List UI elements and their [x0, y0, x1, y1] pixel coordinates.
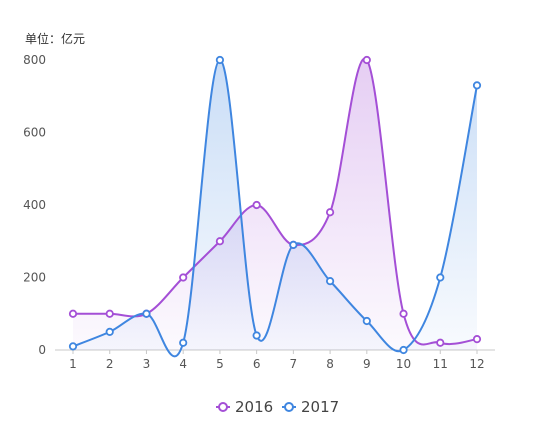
legend-item-2017[interactable]: 2017 [282, 398, 339, 416]
series-2016-point-8[interactable] [325, 208, 335, 217]
legend-circle-marker [218, 402, 228, 412]
series-2016-area [73, 58, 477, 350]
y-axis-unit-label: 单位：亿元 [25, 31, 85, 46]
y-axis-ticks: 0 200 400 600 800 [23, 53, 46, 357]
series-2017-area [73, 59, 477, 357]
x-tick-label: 2 [106, 357, 114, 371]
series-2017-point-4[interactable] [179, 338, 188, 347]
x-tick-label: 11 [433, 357, 448, 371]
series-2016-point-11[interactable] [436, 338, 445, 347]
series-2016-point-5[interactable] [215, 237, 225, 246]
series-2017-point-10[interactable] [399, 345, 408, 355]
legend[interactable]: 2016 2017 [216, 398, 339, 416]
series-2017-point-12[interactable] [472, 81, 482, 90]
y-tick-label: 0 [38, 343, 46, 357]
series-2017-point-6[interactable] [252, 331, 261, 340]
x-tick-label: 10 [396, 357, 411, 371]
y-tick-label: 200 [23, 271, 46, 285]
series-2016-point-6[interactable] [252, 200, 261, 210]
y-tick-label: 400 [23, 198, 46, 212]
x-tick-label: 4 [179, 357, 187, 371]
x-tick-label: 9 [363, 357, 371, 371]
x-axis-ticks: 1 2 3 4 5 6 7 8 9 10 11 12 [69, 350, 485, 371]
x-tick-label: 8 [326, 357, 334, 371]
y-tick-label: 800 [23, 53, 46, 67]
series-areas [73, 58, 477, 357]
series-2016-point-4[interactable] [179, 273, 188, 282]
series-points [68, 55, 482, 355]
y-tick-label: 600 [23, 126, 46, 140]
legend-item-2016[interactable]: 2016 [216, 398, 273, 416]
series-2017-point-8[interactable] [325, 277, 335, 286]
x-tick-label: 6 [253, 357, 261, 371]
series-2017-point-3[interactable] [142, 309, 151, 318]
series-2017-point-2[interactable] [105, 327, 114, 336]
series-2017-point-1[interactable] [68, 342, 78, 351]
legend-label: 2017 [301, 398, 339, 416]
series-2016-point-2[interactable] [105, 309, 114, 318]
x-tick-label: 5 [216, 357, 224, 371]
series-2017-point-11[interactable] [436, 273, 445, 282]
series-2017-point-9[interactable] [362, 316, 371, 326]
series-2016-point-12[interactable] [472, 335, 482, 344]
series-2016-point-1[interactable] [68, 309, 78, 318]
x-tick-label: 1 [69, 357, 77, 371]
series-2017-point-5[interactable] [215, 55, 225, 65]
series-2016-point-10[interactable] [399, 309, 408, 318]
x-tick-label: 3 [143, 357, 151, 371]
x-tick-label: 7 [290, 357, 298, 371]
x-tick-label: 12 [469, 357, 484, 371]
series-2017-point-7[interactable] [289, 240, 298, 249]
legend-label: 2016 [235, 398, 273, 416]
legend-circle-marker [284, 402, 294, 412]
series-2016-point-9[interactable] [362, 55, 371, 65]
